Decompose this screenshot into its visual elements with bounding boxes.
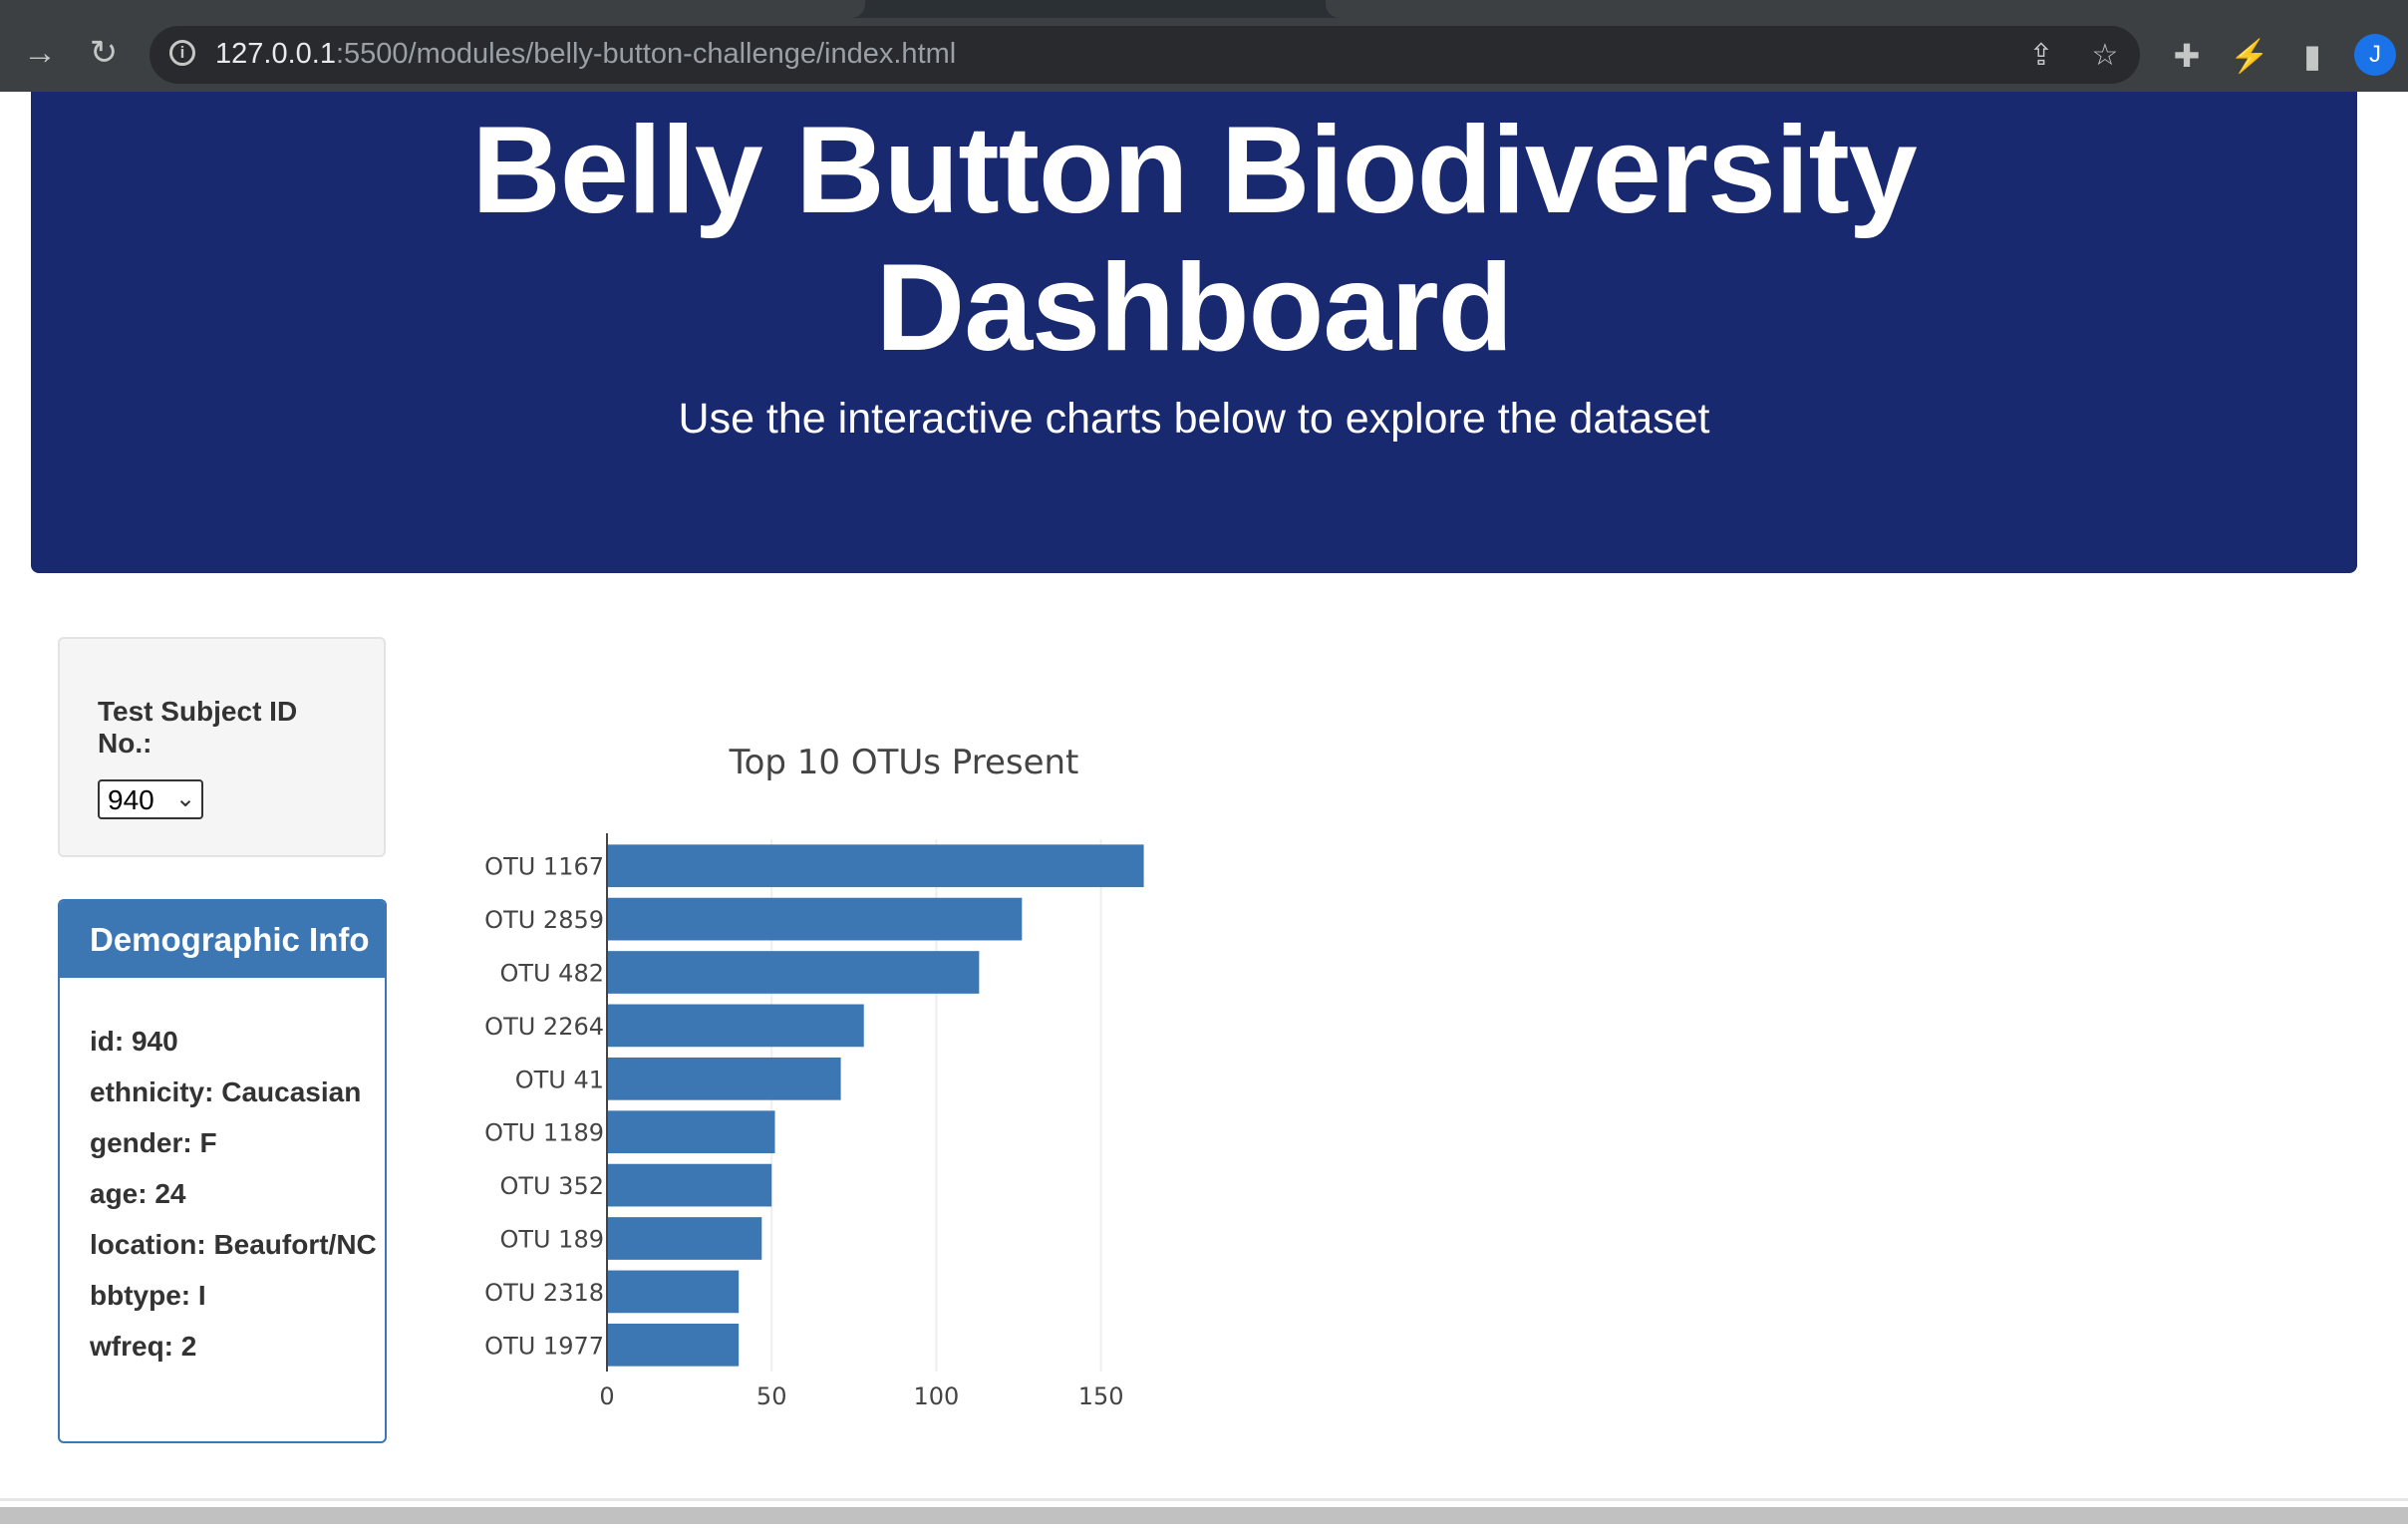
- title-line-2: Dashboard: [875, 239, 1514, 377]
- subject-selector-well: Test Subject ID No.: 940 ⌄: [58, 637, 386, 857]
- demographic-row: wfreq: 2: [90, 1331, 197, 1362]
- demographic-heading: Demographic Info: [60, 901, 385, 978]
- y-tick-label: OTU 482: [499, 960, 604, 988]
- url-text[interactable]: 127.0.0.1:5500/modules/belly-button-chal…: [215, 38, 957, 70]
- x-tick-label: 100: [914, 1382, 960, 1410]
- bar-chart-container: Top 10 OTUs Present 0 50 100 150 OTU 1167 OTU …: [439, 678, 1256, 1415]
- y-tick-label: OTU 41: [515, 1066, 604, 1093]
- address-bar[interactable]: i 127.0.0.1:5500/modules/belly-button-ch…: [150, 26, 2140, 84]
- tab-strip: [0, 0, 2408, 18]
- x-tick-label: 50: [756, 1382, 787, 1410]
- browser-toolbar: → ↻ i 127.0.0.1:5500/modules/belly-butto…: [0, 18, 2408, 92]
- subject-id-select[interactable]: 940 ⌄: [98, 779, 203, 819]
- demographic-row: age: 24: [90, 1178, 186, 1209]
- browser-tab[interactable]: [0, 0, 865, 18]
- chevron-down-icon: ⌄: [175, 785, 196, 812]
- page-title: Belly Button Biodiversity Dashboard: [31, 102, 2357, 377]
- x-tick-label: 150: [1078, 1382, 1124, 1410]
- chart-title: Top 10 OTUs Present: [729, 743, 1079, 782]
- selected-subject-id: 940: [108, 784, 154, 815]
- bar[interactable]: [607, 1110, 775, 1154]
- bar[interactable]: [607, 1004, 864, 1048]
- bar[interactable]: [607, 951, 980, 994]
- bar[interactable]: [607, 897, 1023, 941]
- page-subtitle: Use the interactive charts below to expl…: [678, 395, 1710, 443]
- y-tick-label: OTU 189: [499, 1226, 604, 1254]
- arrow-right-icon[interactable]: →: [23, 34, 57, 72]
- bar[interactable]: [607, 1163, 772, 1207]
- share-icon[interactable]: ⇪: [2028, 39, 2054, 72]
- x-tick-label: 0: [599, 1382, 614, 1410]
- y-tick-label: OTU 1977: [484, 1332, 604, 1360]
- title-line-1: Belly Button Biodiversity: [471, 102, 1917, 239]
- y-tick-label: OTU 2859: [484, 906, 604, 934]
- demographic-row: ethnicity: Caucasian: [90, 1076, 362, 1107]
- demographic-row: id: 940: [90, 1026, 178, 1057]
- bar[interactable]: [607, 1057, 841, 1100]
- subject-id-label: Test Subject ID No.:: [98, 696, 298, 759]
- demographic-row: bbtype: I: [90, 1280, 206, 1311]
- y-tick-label: OTU 1189: [484, 1119, 604, 1147]
- info-icon[interactable]: i: [169, 40, 195, 66]
- y-tick-label: OTU 2264: [484, 1013, 604, 1041]
- demographic-row: location: Beaufort/NC: [90, 1229, 377, 1260]
- y-tick-label: OTU 2318: [484, 1279, 604, 1307]
- puzzle-icon[interactable]: ✚: [2173, 38, 2201, 74]
- profile-avatar[interactable]: J: [2354, 34, 2396, 76]
- bar[interactable]: [607, 844, 1144, 888]
- demographic-panel: Demographic Info id: 940 ethnicity: Cauca…: [58, 899, 387, 1443]
- demographic-body: id: 940 ethnicity: Caucasian gender: F age:…: [90, 1026, 379, 1381]
- bar[interactable]: [607, 1217, 762, 1260]
- lightning-icon[interactable]: ⚡: [2230, 38, 2269, 74]
- bar[interactable]: [607, 1270, 740, 1314]
- bar-chart[interactable]: Top 10 OTUs Present 0 50 100 150 OTU 1167 OTU …: [439, 678, 1256, 1415]
- header-banner: Belly Button Biodiversity Dashboard Use …: [31, 92, 2357, 573]
- star-icon[interactable]: ☆: [2091, 39, 2119, 72]
- y-tick-label: OTU 352: [499, 1172, 604, 1200]
- y-tick-label: OTU 1167: [484, 853, 604, 881]
- demographic-row: gender: F: [90, 1127, 217, 1158]
- reload-icon[interactable]: ↻: [89, 34, 119, 72]
- browser-tab[interactable]: [1326, 0, 2408, 18]
- side-panel-icon[interactable]: ▮: [2303, 38, 2321, 74]
- horizontal-scrollbar[interactable]: [0, 1507, 2408, 1524]
- bar[interactable]: [607, 1323, 740, 1367]
- divider: [0, 1498, 2408, 1501]
